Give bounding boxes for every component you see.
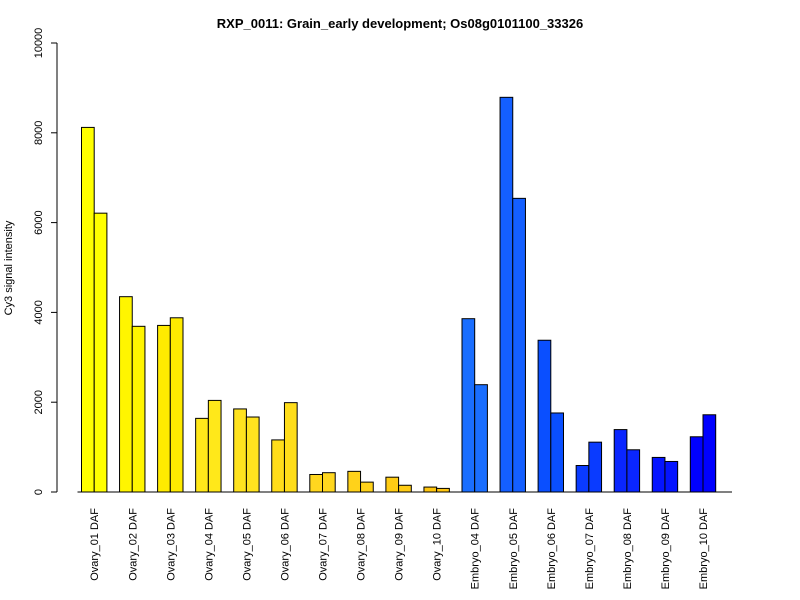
y-tick-label: 2000 (33, 390, 45, 414)
bar (81, 126, 95, 493)
category-label: Ovary_03 DAF (165, 508, 177, 581)
category-label: Ovary_08 DAF (356, 508, 368, 581)
category-label: Ovary_05 DAF (241, 508, 253, 581)
bar (398, 484, 412, 493)
bar (664, 460, 679, 493)
bar (245, 416, 260, 493)
bar (626, 449, 641, 493)
bar (474, 384, 488, 493)
bar (537, 339, 552, 493)
bar (702, 414, 717, 493)
bar (93, 212, 108, 493)
bar (423, 486, 438, 493)
bar (360, 481, 374, 493)
bar (309, 473, 323, 493)
bar (613, 429, 628, 493)
bar (588, 441, 603, 493)
category-label: Embryo_07 DAF (584, 508, 596, 590)
bar (169, 317, 184, 493)
category-label: Embryo_04 DAF (470, 508, 482, 590)
bar (512, 197, 526, 493)
y-axis-label: Cy3 signal intensity (3, 220, 15, 315)
y-tick-label: 10000 (33, 28, 45, 59)
bar (575, 465, 590, 493)
category-label: Ovary_04 DAF (203, 508, 215, 581)
bar (461, 318, 476, 493)
category-label: Ovary_10 DAF (432, 508, 444, 581)
y-tick-label: 8000 (33, 121, 45, 145)
bar (689, 436, 704, 493)
bar (283, 402, 298, 493)
category-label: Ovary_06 DAF (279, 508, 291, 581)
bar (322, 472, 336, 493)
bar (651, 456, 666, 493)
bar (131, 325, 146, 493)
category-label: Embryo_05 DAF (508, 508, 520, 590)
bar (233, 408, 247, 493)
category-label: Ovary_07 DAF (318, 508, 330, 581)
category-label: Ovary_02 DAF (127, 508, 139, 581)
bar (119, 296, 133, 493)
category-label: Embryo_09 DAF (660, 508, 672, 590)
bar (347, 470, 362, 493)
category-label: Embryo_06 DAF (546, 508, 558, 590)
y-tick-label: 6000 (33, 210, 45, 234)
y-tick-label: 4000 (33, 300, 45, 324)
bar (195, 417, 209, 493)
bar (385, 476, 400, 493)
category-label: Embryo_08 DAF (622, 508, 634, 590)
category-label: Ovary_09 DAF (394, 508, 406, 581)
chart-title: RXP_0011: Grain_early development; Os08g… (217, 16, 583, 31)
y-tick-label: 0 (33, 489, 45, 495)
bar (207, 399, 222, 493)
plot-area: 0 2000 4000 6000 8000 10000 Ovary_01 DAF Ovary_… (33, 28, 732, 590)
bar (436, 487, 450, 493)
bar (550, 412, 564, 493)
bar (499, 96, 514, 493)
bar (271, 439, 285, 493)
bar (157, 324, 171, 493)
category-label: Ovary_01 DAF (89, 508, 101, 581)
category-label: Embryo_10 DAF (698, 508, 710, 590)
